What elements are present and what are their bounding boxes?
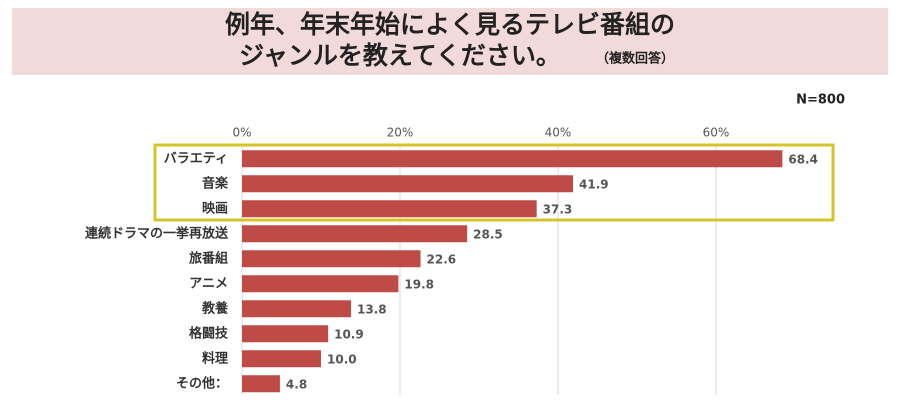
value-label: 68.4 [788,152,818,166]
x-tick-label: 20% [387,126,414,140]
bar [242,225,468,243]
value-label: 10.0 [327,352,357,366]
category-label: 旅番組 [189,250,228,266]
value-label: 13.8 [357,302,387,316]
chart-title: 例年、年末年始によく見るテレビ番組の [225,10,675,39]
bar [242,300,352,318]
value-label: 41.9 [579,177,609,191]
category-label: バラエティ [164,151,228,166]
value-label: 4.8 [286,377,307,391]
category-label: アニメ [189,276,228,291]
bar [242,175,574,193]
bar [242,275,399,293]
category-label: 連続ドラマの一挙再放送 [85,225,229,241]
bar [242,150,783,168]
category-label: その他： [176,375,228,391]
bar [242,375,280,393]
plot: 0% 20% 40% 60% バラエティ 68.4 音楽 41.9 映画 37.3 連続ドラマの一挙… [85,126,818,395]
category-label: 教養 [201,300,228,316]
title-background [12,8,888,75]
category-label: 格闘技 [189,325,229,341]
value-label: 37.3 [543,202,573,216]
sample-size: N=800 [796,93,845,108]
bar [242,200,537,218]
value-label: 22.6 [427,252,457,266]
bar [242,325,329,343]
value-label: 10.9 [334,327,364,341]
category-label: 音楽 [202,175,229,191]
value-label: 28.5 [473,227,503,241]
x-tick-label: 40% [545,126,572,140]
bar [242,250,421,268]
x-tick-label: 0% [232,126,251,140]
category-label: 映画 [202,200,228,216]
x-tick-label: 60% [703,126,730,140]
subtitle: （複数回答） [596,51,674,67]
chart-title: ジャンルを教えてください。 [239,41,561,70]
value-label: 19.8 [404,277,434,291]
highlight-box [153,143,835,222]
category-label: 料理 [202,350,228,366]
bar [242,350,321,368]
